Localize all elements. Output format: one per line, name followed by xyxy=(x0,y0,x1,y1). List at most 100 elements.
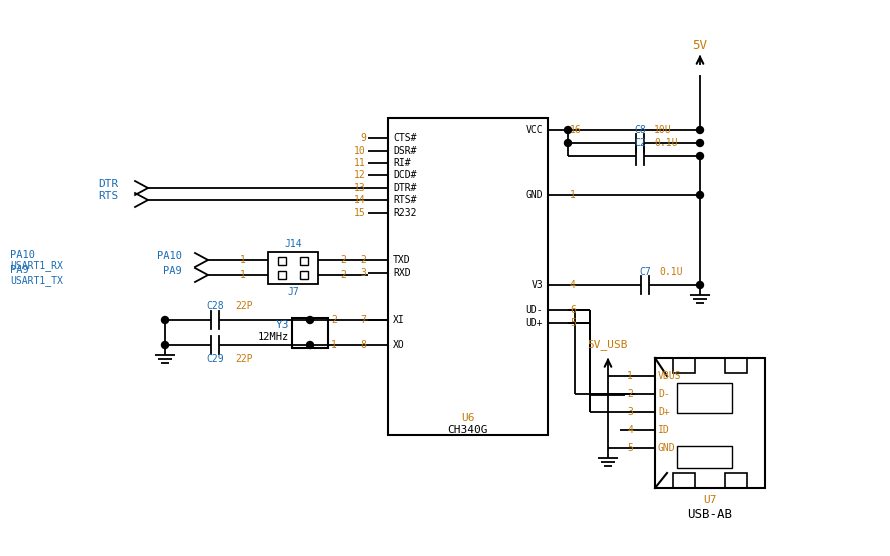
Text: 5V: 5V xyxy=(692,38,708,52)
Text: 0.1U: 0.1U xyxy=(654,138,677,148)
Text: 5: 5 xyxy=(627,443,633,453)
Text: 2: 2 xyxy=(340,270,346,280)
Text: 14: 14 xyxy=(354,195,366,205)
Bar xyxy=(725,358,747,373)
Text: C29: C29 xyxy=(206,354,223,364)
Text: D-: D- xyxy=(658,389,670,399)
Circle shape xyxy=(697,281,703,289)
Circle shape xyxy=(697,127,703,133)
Bar xyxy=(268,252,318,284)
Text: PA9: PA9 xyxy=(163,266,182,276)
Bar xyxy=(655,358,765,488)
Text: 22P: 22P xyxy=(235,301,253,311)
Text: VBUS: VBUS xyxy=(658,371,682,381)
Text: 1: 1 xyxy=(570,190,576,200)
Text: 1: 1 xyxy=(331,340,337,350)
Bar xyxy=(278,257,286,265)
Bar xyxy=(300,257,308,265)
Text: 12: 12 xyxy=(354,170,366,180)
Text: PA9: PA9 xyxy=(10,265,28,275)
Text: 16: 16 xyxy=(570,125,582,135)
Text: J7: J7 xyxy=(287,287,299,297)
Text: 9: 9 xyxy=(360,133,366,143)
Text: RXD: RXD xyxy=(393,268,410,278)
Text: 4: 4 xyxy=(570,280,576,290)
Text: DSR#: DSR# xyxy=(393,146,417,156)
Circle shape xyxy=(306,316,313,324)
Text: 1: 1 xyxy=(627,371,633,381)
Text: 1: 1 xyxy=(240,270,246,280)
Text: C7: C7 xyxy=(639,267,651,277)
Circle shape xyxy=(697,140,703,146)
Text: 2: 2 xyxy=(340,255,346,265)
Circle shape xyxy=(161,316,168,324)
Text: U6: U6 xyxy=(461,413,474,423)
Text: 3: 3 xyxy=(360,268,366,278)
Text: CH340G: CH340G xyxy=(448,425,489,435)
Text: 4: 4 xyxy=(627,425,633,435)
Circle shape xyxy=(697,191,703,198)
Text: 5: 5 xyxy=(570,318,576,328)
Bar xyxy=(677,446,732,468)
Text: DTR: DTR xyxy=(98,179,118,189)
Text: 7: 7 xyxy=(360,315,366,325)
Bar xyxy=(673,473,695,488)
Bar xyxy=(292,317,328,348)
Text: 13: 13 xyxy=(354,183,366,193)
Bar xyxy=(677,383,732,413)
Text: UD-: UD- xyxy=(525,305,543,315)
Text: USART1_TX: USART1_TX xyxy=(10,276,63,286)
Text: 5V_USB: 5V_USB xyxy=(587,340,628,350)
Text: U7: U7 xyxy=(703,495,716,505)
Bar xyxy=(673,358,695,373)
Text: DTR#: DTR# xyxy=(393,183,417,193)
Text: 10: 10 xyxy=(354,146,366,156)
Text: 2: 2 xyxy=(360,255,366,265)
Text: TXD: TXD xyxy=(393,255,410,265)
Text: UD+: UD+ xyxy=(525,318,543,328)
Circle shape xyxy=(161,341,168,349)
Text: USART1_RX: USART1_RX xyxy=(10,261,63,271)
Text: XI: XI xyxy=(393,315,405,325)
Bar xyxy=(300,271,308,279)
Circle shape xyxy=(306,341,313,349)
Text: DCD#: DCD# xyxy=(393,170,417,180)
Text: 2: 2 xyxy=(331,315,337,325)
Text: Y3: Y3 xyxy=(276,320,289,330)
Text: RI#: RI# xyxy=(393,158,410,168)
Text: USB-AB: USB-AB xyxy=(687,509,732,522)
Circle shape xyxy=(697,152,703,160)
Text: 15: 15 xyxy=(354,208,366,218)
Text: RTS#: RTS# xyxy=(393,195,417,205)
Text: R232: R232 xyxy=(393,208,417,218)
Text: 6: 6 xyxy=(570,305,576,315)
Text: 10U: 10U xyxy=(654,125,672,135)
Text: ID: ID xyxy=(658,425,670,435)
Text: PA10: PA10 xyxy=(10,250,35,260)
Text: V3: V3 xyxy=(531,280,543,290)
Bar xyxy=(278,271,286,279)
Text: C2: C2 xyxy=(634,138,646,148)
Text: PA10: PA10 xyxy=(157,251,182,261)
Circle shape xyxy=(564,140,571,146)
Text: 12MHz: 12MHz xyxy=(258,332,289,342)
Text: 11: 11 xyxy=(354,158,366,168)
Text: XO: XO xyxy=(393,340,405,350)
Text: 22P: 22P xyxy=(235,354,253,364)
Circle shape xyxy=(564,127,571,133)
Text: GND: GND xyxy=(658,443,676,453)
Text: CTS#: CTS# xyxy=(393,133,417,143)
Text: C28: C28 xyxy=(206,301,223,311)
Text: 2: 2 xyxy=(627,389,633,399)
Bar xyxy=(388,118,548,435)
Text: RTS: RTS xyxy=(98,191,118,201)
Text: 3: 3 xyxy=(627,407,633,417)
Text: D+: D+ xyxy=(658,407,670,417)
Bar xyxy=(725,473,747,488)
Text: GND: GND xyxy=(525,190,543,200)
Text: 0.1U: 0.1U xyxy=(659,267,683,277)
Text: J14: J14 xyxy=(284,239,302,249)
Text: 1: 1 xyxy=(240,255,246,265)
Text: C8: C8 xyxy=(634,125,646,135)
Text: VCC: VCC xyxy=(525,125,543,135)
